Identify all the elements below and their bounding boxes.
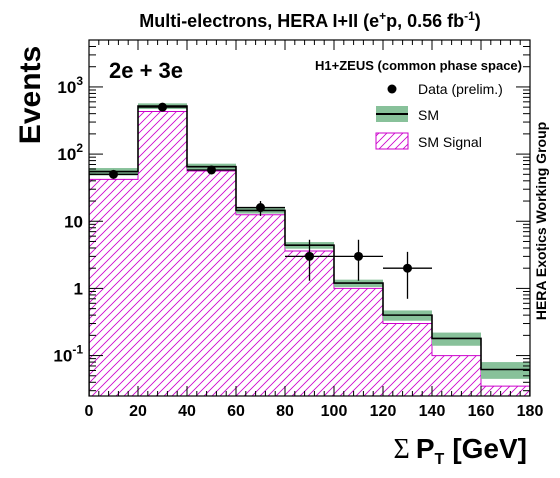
side-label: HERA Exotics Working Group [533,122,549,320]
y-tick-label-0.1: 10-1 [53,343,83,366]
data-points-layer [89,102,432,299]
signal-bar-0 [89,179,138,396]
x-axis-symbol: Σ [394,434,410,465]
y-tick-label-1000: 103 [57,74,83,97]
y-axis-label: Events [14,46,47,144]
x-axis-label: Σ PT [GeV] [394,433,527,468]
signal-bar-5 [334,288,383,396]
x-tick-label-20: 20 [129,403,147,420]
y-tick-label-10: 10 [64,212,83,231]
chart-title: Multi-electrons, HERA I+II (e+p, 0.56 fb… [139,9,481,31]
data-point-5 [354,251,363,261]
x-tick-label-100: 100 [321,403,348,420]
signal-bar-6 [383,323,432,396]
legend-sm-label: SM [418,107,439,123]
signal-bar-3 [236,214,285,396]
data-point-6 [403,263,412,273]
x-tick-label-160: 160 [468,403,495,420]
legend: Data (prelim.) SM SM Signal [375,81,503,150]
data-point-4 [305,251,314,261]
x-tick-label-60: 60 [227,403,245,420]
legend-data-label: Data (prelim.) [418,81,503,97]
x-tick-label-120: 120 [370,403,397,420]
x-tick-label-140: 140 [419,403,446,420]
legend-signal-box [375,132,409,150]
histogram-layer [89,103,530,396]
legend-signal-label: SM Signal [418,134,482,150]
data-point-3 [256,203,265,213]
x-tick-label-180: 180 [517,403,544,420]
data-point-1 [158,102,167,112]
axis-layer: 0 20 40 60 80 100 120 140 160 180 10-1 1 10 102 103 [53,39,544,420]
data-point-0 [109,169,118,179]
data-point-2 [207,165,216,175]
channel-label: 2e + 3e [109,58,183,83]
signal-bar-7 [432,355,481,396]
x-tick-label-40: 40 [178,403,196,420]
plot-frame [88,39,531,397]
sm-band-8 [481,362,530,379]
title-superscript-2: -1 [464,9,475,23]
signal-bar-8 [481,386,530,396]
signal-bar-2 [187,171,236,396]
y-tick-label-100: 102 [57,141,83,164]
x-tick-label-0: 0 [85,403,94,420]
experiment-label: H1+ZEUS (common phase space) [315,58,522,73]
y-tick-label-1: 1 [74,279,83,298]
signal-bar-1 [138,111,187,396]
x-tick-label-80: 80 [276,403,294,420]
title-superscript-1: + [379,9,386,23]
legend-data-marker [387,84,397,94]
